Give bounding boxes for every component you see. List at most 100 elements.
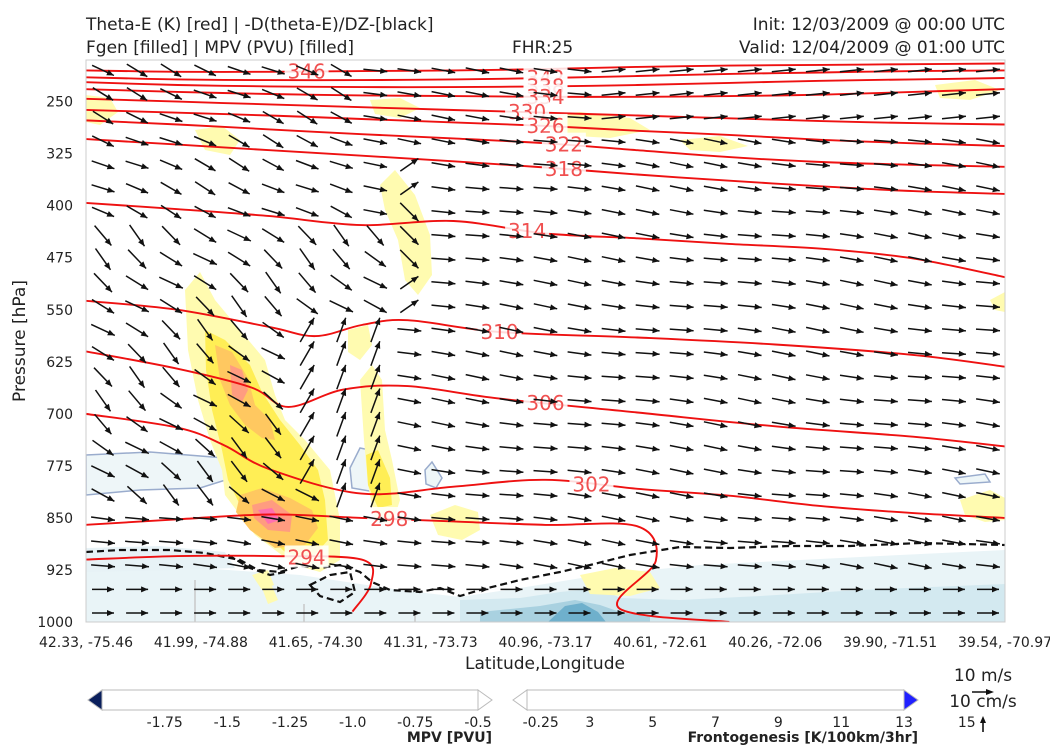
fgen-colorbar-tick-label: 15 bbox=[958, 715, 976, 731]
mpv-colorbar-frame bbox=[101, 689, 479, 711]
wind-vector bbox=[907, 350, 932, 357]
wind-vector bbox=[771, 90, 796, 97]
wind-vector bbox=[635, 374, 660, 381]
wind-vector bbox=[533, 468, 558, 475]
wind-vector bbox=[91, 64, 115, 77]
wind-vector bbox=[295, 184, 319, 193]
wind-vector bbox=[907, 279, 932, 287]
wind-vector bbox=[261, 539, 286, 547]
wind-vector bbox=[329, 563, 354, 570]
wind-vector bbox=[261, 228, 285, 244]
wind-vector bbox=[806, 610, 829, 616]
wind-vector bbox=[873, 398, 898, 404]
wind-vector bbox=[669, 185, 694, 193]
fgen-colorbar-tick-label: 9 bbox=[774, 715, 783, 731]
wind-vector bbox=[567, 162, 592, 169]
wind-vector bbox=[669, 232, 694, 240]
contour-label-background bbox=[523, 391, 568, 414]
wind-vector bbox=[567, 68, 592, 74]
wind-vector bbox=[431, 539, 456, 546]
theta-e-contour-310 bbox=[86, 299, 1005, 368]
wind-vector bbox=[329, 160, 354, 170]
wind-vector bbox=[635, 327, 660, 334]
wind-vector bbox=[370, 458, 381, 484]
wind-vector bbox=[908, 610, 931, 616]
x-tick-label: 41.31, -73.73 bbox=[384, 635, 478, 651]
wind-vector bbox=[873, 90, 898, 97]
wind-vector bbox=[465, 445, 490, 452]
wind-vector bbox=[568, 610, 591, 616]
wind-vector bbox=[567, 421, 592, 428]
wind-vector bbox=[159, 516, 184, 522]
wind-vector bbox=[771, 280, 796, 287]
wind-vector bbox=[737, 327, 762, 334]
wind-vector bbox=[771, 303, 796, 310]
wind-vector bbox=[333, 224, 350, 247]
wind-vector bbox=[941, 398, 966, 405]
contour-label-background bbox=[367, 506, 412, 529]
wind-vector bbox=[128, 224, 146, 247]
wind-vector bbox=[465, 90, 490, 98]
wind-vector bbox=[431, 209, 456, 216]
wind-vector bbox=[229, 272, 249, 293]
wind-vector bbox=[227, 370, 252, 384]
wind-vector bbox=[227, 89, 251, 99]
wind-vector bbox=[431, 563, 456, 570]
wind-vector bbox=[299, 435, 315, 461]
wind-vector bbox=[942, 539, 966, 547]
wind-vector bbox=[772, 586, 795, 593]
wind-vector bbox=[94, 389, 112, 412]
wind-vector bbox=[261, 88, 285, 100]
wind-vector bbox=[370, 317, 381, 343]
wind-vector bbox=[737, 516, 762, 523]
wind-vector bbox=[669, 138, 694, 146]
wind-vector bbox=[737, 444, 762, 452]
wind-vector bbox=[601, 232, 626, 240]
wind-vector bbox=[533, 562, 558, 570]
wind-vector bbox=[431, 468, 456, 476]
wind-vector bbox=[670, 586, 693, 593]
wind-vector bbox=[261, 66, 285, 75]
wind-vector bbox=[533, 67, 558, 75]
wind-vector bbox=[499, 185, 524, 192]
wind-vector bbox=[127, 343, 147, 364]
wind-vector bbox=[908, 232, 932, 240]
wind-vector bbox=[126, 610, 149, 616]
x-tick-label: 40.96, -73.17 bbox=[498, 635, 592, 651]
wind-vector bbox=[295, 515, 320, 523]
wind-vector bbox=[635, 256, 660, 263]
wind-vector bbox=[839, 114, 864, 120]
wind-vector bbox=[128, 365, 146, 389]
wind-vector bbox=[370, 364, 381, 390]
wind-vector bbox=[499, 280, 524, 287]
wind-vector bbox=[805, 280, 830, 287]
wind-vector bbox=[839, 90, 864, 97]
wind-vector bbox=[771, 114, 796, 120]
wind-vector bbox=[976, 421, 1000, 429]
wind-vector bbox=[227, 393, 251, 408]
wind-vector bbox=[126, 205, 148, 219]
wind-vector bbox=[227, 112, 251, 123]
wind-vector bbox=[431, 397, 456, 405]
wind-vector bbox=[533, 209, 558, 216]
wind-vector bbox=[399, 249, 420, 269]
wind-vector bbox=[162, 342, 180, 365]
wind-vector bbox=[602, 610, 625, 616]
wind-vector bbox=[737, 114, 762, 120]
wind-vector bbox=[397, 421, 422, 429]
wind-vector bbox=[296, 87, 318, 101]
wind-vector bbox=[93, 367, 113, 388]
wind-vector bbox=[370, 482, 381, 508]
wind-vector bbox=[873, 515, 898, 523]
wind-vector bbox=[329, 539, 354, 547]
wind-vector bbox=[771, 397, 796, 405]
fgen-colorbar-tick-label: 3 bbox=[585, 715, 594, 731]
wind-vector bbox=[465, 397, 490, 405]
wind-vector bbox=[635, 114, 660, 120]
wind-vector bbox=[499, 162, 524, 169]
wind-vector bbox=[942, 610, 965, 616]
mpv-colorbar-tick-label: -0.75 bbox=[397, 715, 433, 731]
wind-vector bbox=[533, 233, 558, 240]
wind-vector bbox=[397, 351, 422, 358]
wind-vector bbox=[839, 326, 864, 334]
